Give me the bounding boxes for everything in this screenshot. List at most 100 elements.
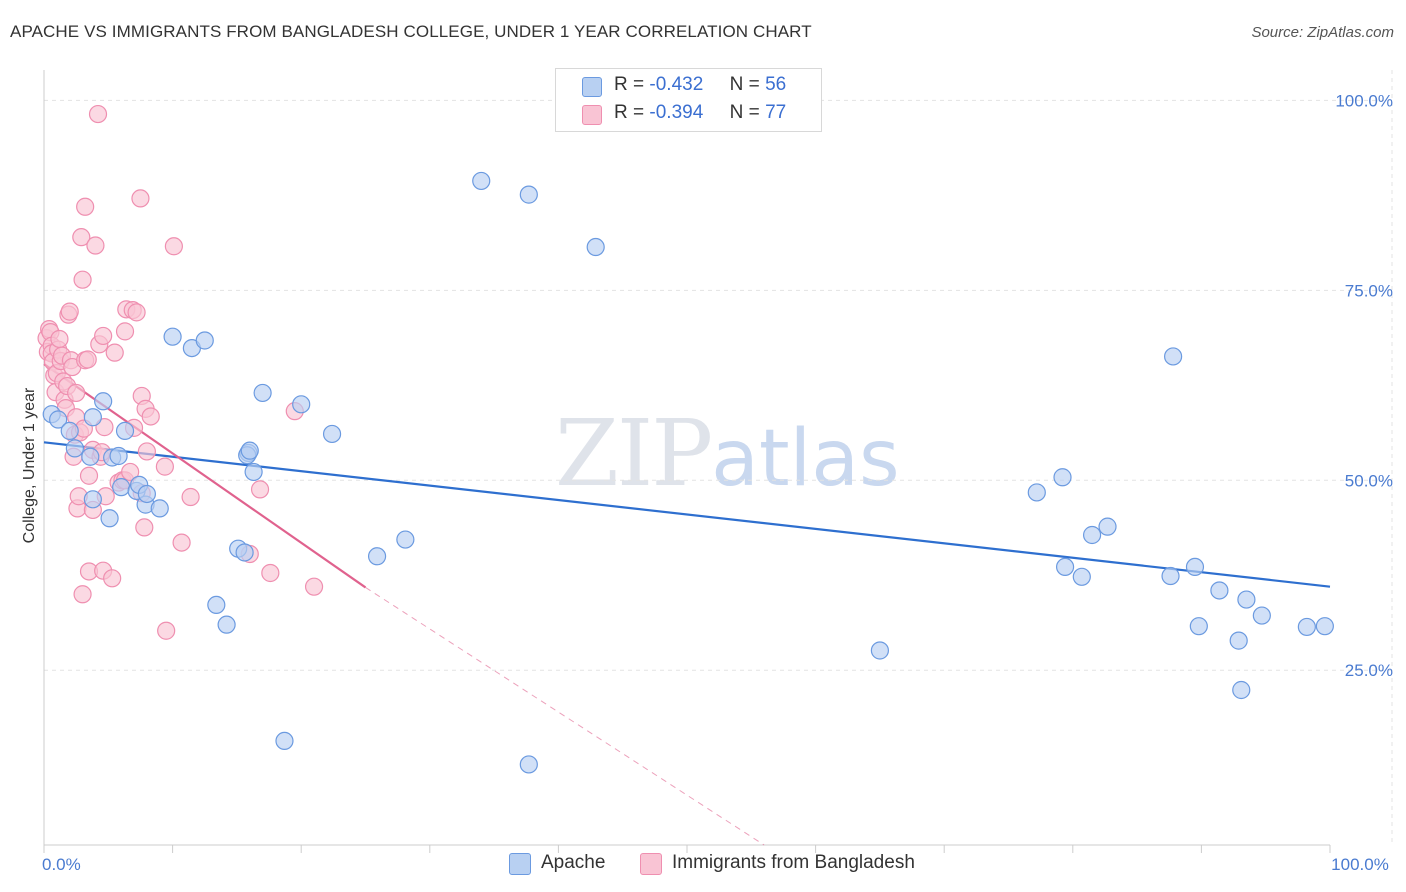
apache-point — [217, 615, 236, 634]
bottom-apache-swatch — [509, 853, 531, 875]
apache-point — [49, 410, 68, 429]
bangladesh-point — [115, 322, 135, 341]
y-tick-label: 50.0% — [1345, 471, 1393, 490]
apache-point — [150, 499, 169, 518]
bangladesh-point — [164, 237, 183, 256]
bangladesh-point — [304, 577, 324, 596]
apache-point — [1027, 483, 1046, 502]
apache-point — [240, 441, 259, 460]
bangladesh-point — [137, 442, 156, 461]
apache-point — [519, 185, 538, 204]
bangladesh-point — [157, 621, 176, 640]
bangladesh-point — [250, 480, 270, 499]
legend-bangladesh-n: 77 — [765, 102, 787, 123]
y-axis-title: College, Under 1 year — [21, 387, 38, 543]
bangladesh-point — [121, 462, 140, 482]
axes — [43, 70, 1331, 853]
apache-point — [235, 543, 254, 562]
bangladesh-point — [105, 343, 124, 362]
apache-point — [1082, 525, 1102, 545]
legend-n-label: N = — [729, 102, 760, 123]
apache-point — [81, 447, 100, 466]
apache-point — [586, 237, 605, 257]
bangladesh-point — [103, 569, 122, 588]
apache-point — [83, 408, 102, 427]
bangladesh-point — [155, 457, 174, 476]
apache-point — [1232, 680, 1251, 700]
apache-point — [870, 641, 890, 660]
apache-point — [83, 490, 102, 509]
legend-r-label: R = — [614, 102, 645, 123]
apache-point — [195, 331, 214, 350]
apache-point — [60, 421, 79, 441]
bangladesh-point — [78, 350, 97, 369]
bangladesh-point — [127, 303, 146, 322]
legend-r-label: R = — [614, 74, 645, 95]
apache-point — [472, 171, 491, 191]
x-tick-label: 100.0% — [1331, 855, 1389, 874]
legend-text-apache: R = -0.432 N = 56 — [614, 74, 786, 96]
apache-points — [42, 171, 1334, 774]
apache-point — [1315, 617, 1334, 636]
bangladesh-swatch — [582, 105, 602, 125]
chart-title: APACHE VS IMMIGRANTS FROM BANGLADESH COL… — [10, 22, 812, 41]
bangladesh-point — [261, 563, 280, 583]
bangladesh-point — [50, 329, 69, 349]
bangladesh-trend-extension — [365, 587, 765, 846]
watermark-zip: ZIP — [555, 400, 713, 507]
bangladesh-point — [79, 466, 99, 485]
apache-swatch — [582, 77, 602, 97]
apache-point — [109, 446, 128, 466]
apache-point — [94, 392, 113, 411]
trend-lines — [43, 363, 1331, 846]
x-tick-label: 0.0% — [42, 855, 81, 874]
apache-point — [100, 509, 119, 528]
legend-apache-n: 56 — [765, 74, 787, 95]
apache-point — [1053, 468, 1072, 487]
legend-apache-r: -0.432 — [649, 74, 704, 95]
apache-point — [396, 530, 415, 549]
bangladesh-point — [135, 518, 154, 537]
apache-point — [367, 547, 387, 566]
bangladesh-point — [73, 585, 92, 604]
apache-point — [1098, 517, 1117, 536]
bangladesh-point — [141, 407, 160, 426]
apache-point — [163, 327, 182, 346]
apache-point — [253, 383, 272, 403]
y-tick-label: 75.0% — [1345, 281, 1393, 300]
apache-point — [1229, 631, 1248, 650]
apache-point — [322, 424, 342, 444]
bangladesh-point — [172, 533, 191, 552]
bangladesh-point — [67, 383, 86, 403]
apache-point — [1164, 347, 1183, 366]
bangladesh-point — [88, 104, 108, 124]
bangladesh-point — [86, 236, 105, 255]
bangladesh-point — [95, 418, 114, 437]
bangladesh-point — [73, 270, 92, 289]
legend-bangladesh-r: -0.394 — [649, 102, 704, 123]
apache-point — [207, 595, 226, 615]
apache-point — [1161, 566, 1180, 586]
apache-point — [1237, 590, 1256, 609]
source-label: Source: ZipAtlas.com — [1251, 24, 1394, 41]
bangladesh-points — [37, 104, 324, 640]
apache-point — [115, 421, 135, 441]
bangladesh-point — [76, 197, 95, 216]
legend-n-label: N = — [729, 74, 760, 95]
apache-point — [1185, 557, 1205, 577]
bangladesh-point — [131, 189, 150, 208]
y-tick-label: 100.0% — [1335, 91, 1393, 110]
y-tick-label: 25.0% — [1345, 661, 1393, 680]
zipatlas-watermark: ZIPatlas — [555, 400, 900, 507]
bottom-apache-label: Apache — [541, 852, 606, 873]
apache-point — [1297, 617, 1316, 637]
apache-point — [137, 484, 156, 504]
apache-point — [65, 439, 84, 458]
apache-point — [112, 478, 131, 497]
correlation-legend: R = -0.432 N = 56 R = -0.394 N = 77 — [555, 68, 822, 132]
apache-trend-line — [43, 441, 1331, 588]
apache-point — [1252, 606, 1271, 625]
bangladesh-point — [94, 326, 113, 346]
watermark-atlas: atlas — [711, 414, 900, 504]
